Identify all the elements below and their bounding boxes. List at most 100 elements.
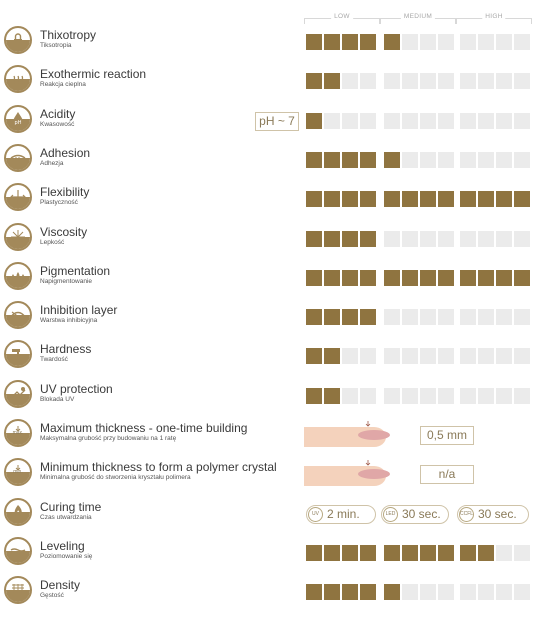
level-box-empty [324,112,340,129]
level-box-empty [438,584,454,601]
level-box-filled [342,151,358,168]
level-box-filled [360,544,376,561]
flame-icon [4,497,32,526]
property-row: Curing time Czas utwardzania UV 2 min. LED 30… [0,494,540,533]
property-row: Pigmentation Napigmentowanie [0,258,540,297]
level-box-empty [402,348,418,365]
level-box-filled [360,34,376,50]
level-box-filled [306,387,322,404]
level-box-empty [496,309,512,326]
level-box-empty [384,309,400,326]
property-title: UV protection [40,381,113,396]
layer-icon [4,301,32,330]
level-box-empty [460,73,476,90]
property-title: Hardness [40,342,92,357]
property-subtitle: Adhezja [40,159,64,167]
property-row: min. Minimum thickness to form a polymer … [0,454,540,493]
level-box-filled [496,191,512,208]
property-subtitle: Czas utwardzania [40,513,92,521]
level-box-filled [306,112,322,129]
property-title: Curing time [40,499,102,514]
level-box-filled [342,309,358,326]
level-box-filled [324,584,340,601]
icon-label: max. [12,430,24,436]
level-box-empty [402,73,418,90]
heat-icon [4,65,32,94]
level-box-empty [496,34,512,50]
level-box-empty [514,544,530,561]
leveling-icon [4,536,32,565]
level-box-filled [360,191,376,208]
level-box-filled [514,191,530,208]
property-subtitle: Gęstość [40,592,64,600]
property-title: Adhesion [40,145,91,160]
property-subtitle: Warstwa inhibicyjna [40,317,98,325]
level-box-empty [514,112,530,129]
level-box-empty [460,348,476,365]
level-box-filled [478,544,494,561]
property-title: Flexibility [40,185,90,200]
scale-low-label: LOW [331,13,353,20]
lamp-icon: CCFL [459,506,474,522]
level-box-filled [324,73,340,90]
level-box-filled [324,269,340,286]
drops-icon [4,261,32,290]
level-meter [306,34,530,50]
level-box-empty [420,348,436,365]
level-box-empty [478,387,494,404]
level-box-filled [360,309,376,326]
property-subtitle: Minimalna grubość do stworzenia kryształ… [40,474,191,482]
level-box-empty [496,584,512,601]
property-subtitle: Maksymalna grubość przy budowaniu na 1 r… [40,435,177,442]
level-box-empty [438,112,454,129]
property-row: Hardness Twardość [0,336,540,375]
level-box-empty [420,151,436,168]
level-box-filled [306,191,322,208]
curing-time-led: LED 30 sec. [381,504,449,524]
level-box-filled [342,191,358,208]
level-box-empty [460,151,476,168]
level-box-filled [402,269,418,286]
level-box-filled [460,191,476,208]
level-box-empty [460,584,476,601]
level-box-empty [478,151,494,168]
level-box-empty [342,387,358,404]
level-box-empty [342,348,358,365]
level-box-filled [438,269,454,286]
level-box-filled [324,230,340,247]
level-box-filled [384,34,400,50]
scale-low: LOW [304,13,380,30]
level-box-empty [438,309,454,326]
level-box-filled [478,269,494,286]
level-box-filled [306,584,322,601]
scale-high: HIGH [456,13,532,30]
level-meter [306,151,530,168]
thickness-badge: n/a [420,465,474,485]
level-box-empty [420,112,436,129]
level-box-empty [478,309,494,326]
level-box-empty [384,112,400,129]
level-box-filled [438,544,454,561]
level-meter [306,73,530,90]
min-thickness-icon: min. [4,458,32,487]
level-box-filled [342,230,358,247]
scale-medium-label: MEDIUM [400,13,436,20]
level-box-empty [420,309,436,326]
level-box-empty [460,230,476,247]
max-thickness-icon: max. [4,419,32,447]
level-box-empty [438,230,454,247]
level-box-filled [360,584,376,601]
level-box-empty [460,387,476,404]
property-title: Leveling [40,538,85,553]
property-subtitle: Poziomowanie się [40,552,93,560]
level-box-empty [402,387,418,404]
property-title: Acidity [40,106,76,121]
level-meter [306,191,530,208]
level-box-empty [438,73,454,90]
level-meter [306,309,530,326]
property-row: max. Maximum thickness - one-time buildin… [0,415,540,454]
level-box-empty [420,230,436,247]
property-subtitle: Kwasowość [40,120,75,128]
level-box-empty [514,387,530,404]
level-meter [306,544,530,561]
